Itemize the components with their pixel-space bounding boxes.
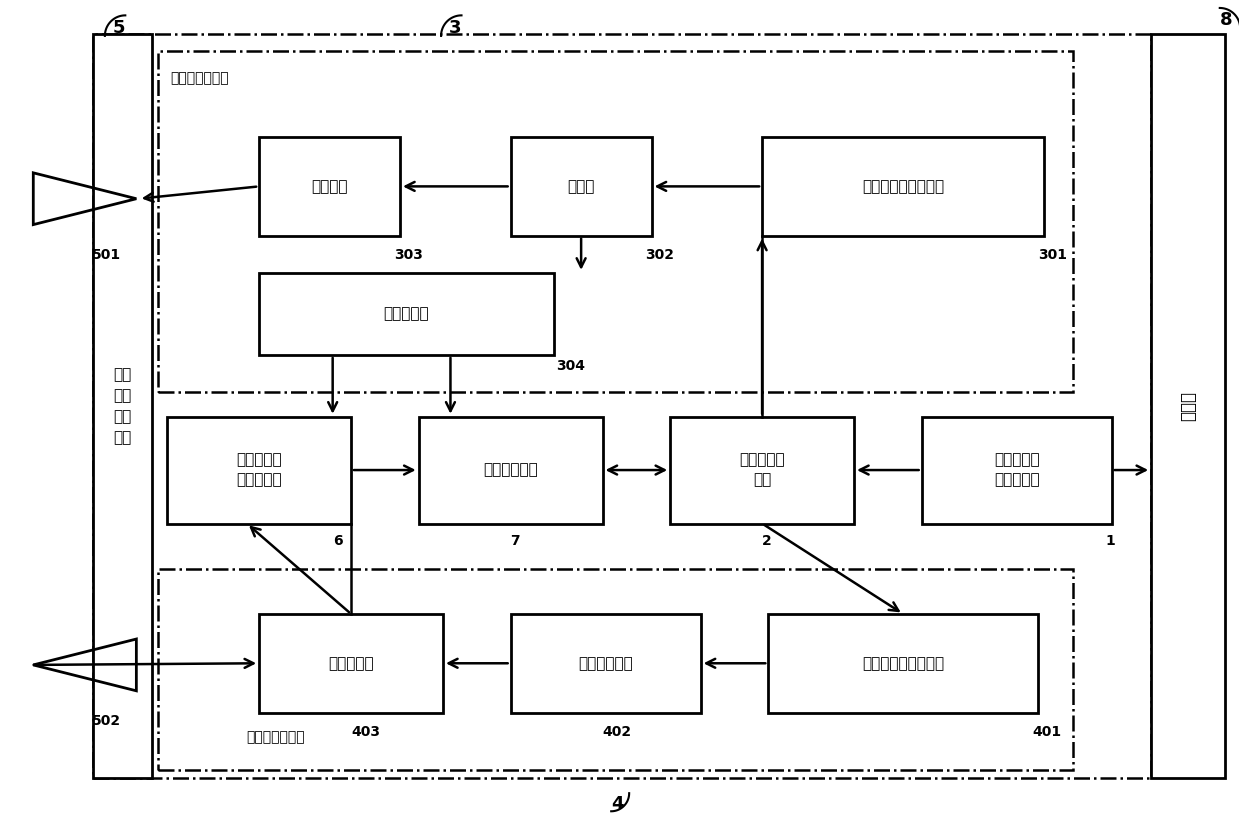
Text: 501: 501 [93,248,121,262]
Text: 403: 403 [351,725,380,739]
Text: 谐波混频器: 谐波混频器 [328,656,374,671]
Bar [670,417,854,524]
Text: 1: 1 [1105,535,1115,548]
Text: 上位机: 上位机 [1178,391,1197,422]
Text: 太赫兹发射模块: 太赫兹发射模块 [171,71,229,85]
Text: 6: 6 [332,535,342,548]
Text: 太赫兹接收模块: 太赫兹接收模块 [247,730,305,744]
Text: 信号处理模块: 信号处理模块 [483,463,538,478]
Bar [159,50,1073,392]
Bar [259,137,400,236]
Text: 放大滤波模块: 放大滤波模块 [579,656,633,671]
Text: 功放模块: 功放模块 [311,179,348,194]
Bar [259,614,444,713]
Text: 7: 7 [510,535,520,548]
Bar [762,137,1044,236]
Bar [510,614,701,713]
Text: 402: 402 [602,725,632,739]
Text: 频率综合器
模块: 频率综合器 模块 [740,453,786,488]
Bar [167,417,351,524]
Bar [419,417,602,524]
Text: 太赫兹发射倍频链路: 太赫兹发射倍频链路 [862,179,944,194]
Text: 8: 8 [1219,12,1233,30]
Text: 302: 302 [646,248,674,262]
Bar [259,273,554,355]
Bar [510,137,652,236]
Text: 内定标组件: 内定标组件 [384,306,429,321]
Text: 301: 301 [1038,248,1067,262]
Text: 303: 303 [394,248,422,262]
Text: 5: 5 [113,19,125,36]
Text: 304: 304 [556,359,585,373]
Bar [93,35,1151,779]
Text: 3: 3 [449,19,462,36]
Text: 太赫兹接收倍频链路: 太赫兹接收倍频链路 [862,656,944,671]
Bar [922,417,1111,524]
Text: 收发
分离
天线
模块: 收发 分离 天线 模块 [114,367,133,446]
Text: 线性调频信
号产生模块: 线性调频信 号产生模块 [994,453,1040,488]
Bar [93,35,152,779]
Text: 中频信号接
收处理模块: 中频信号接 收处理模块 [237,453,281,488]
Text: 2: 2 [762,535,772,548]
Text: 401: 401 [1032,725,1061,739]
Bar [159,568,1073,771]
Bar [1151,35,1224,779]
Text: 耦合器: 耦合器 [567,179,595,194]
Text: 502: 502 [93,714,121,728]
Bar [768,614,1038,713]
Text: 4: 4 [611,794,623,813]
